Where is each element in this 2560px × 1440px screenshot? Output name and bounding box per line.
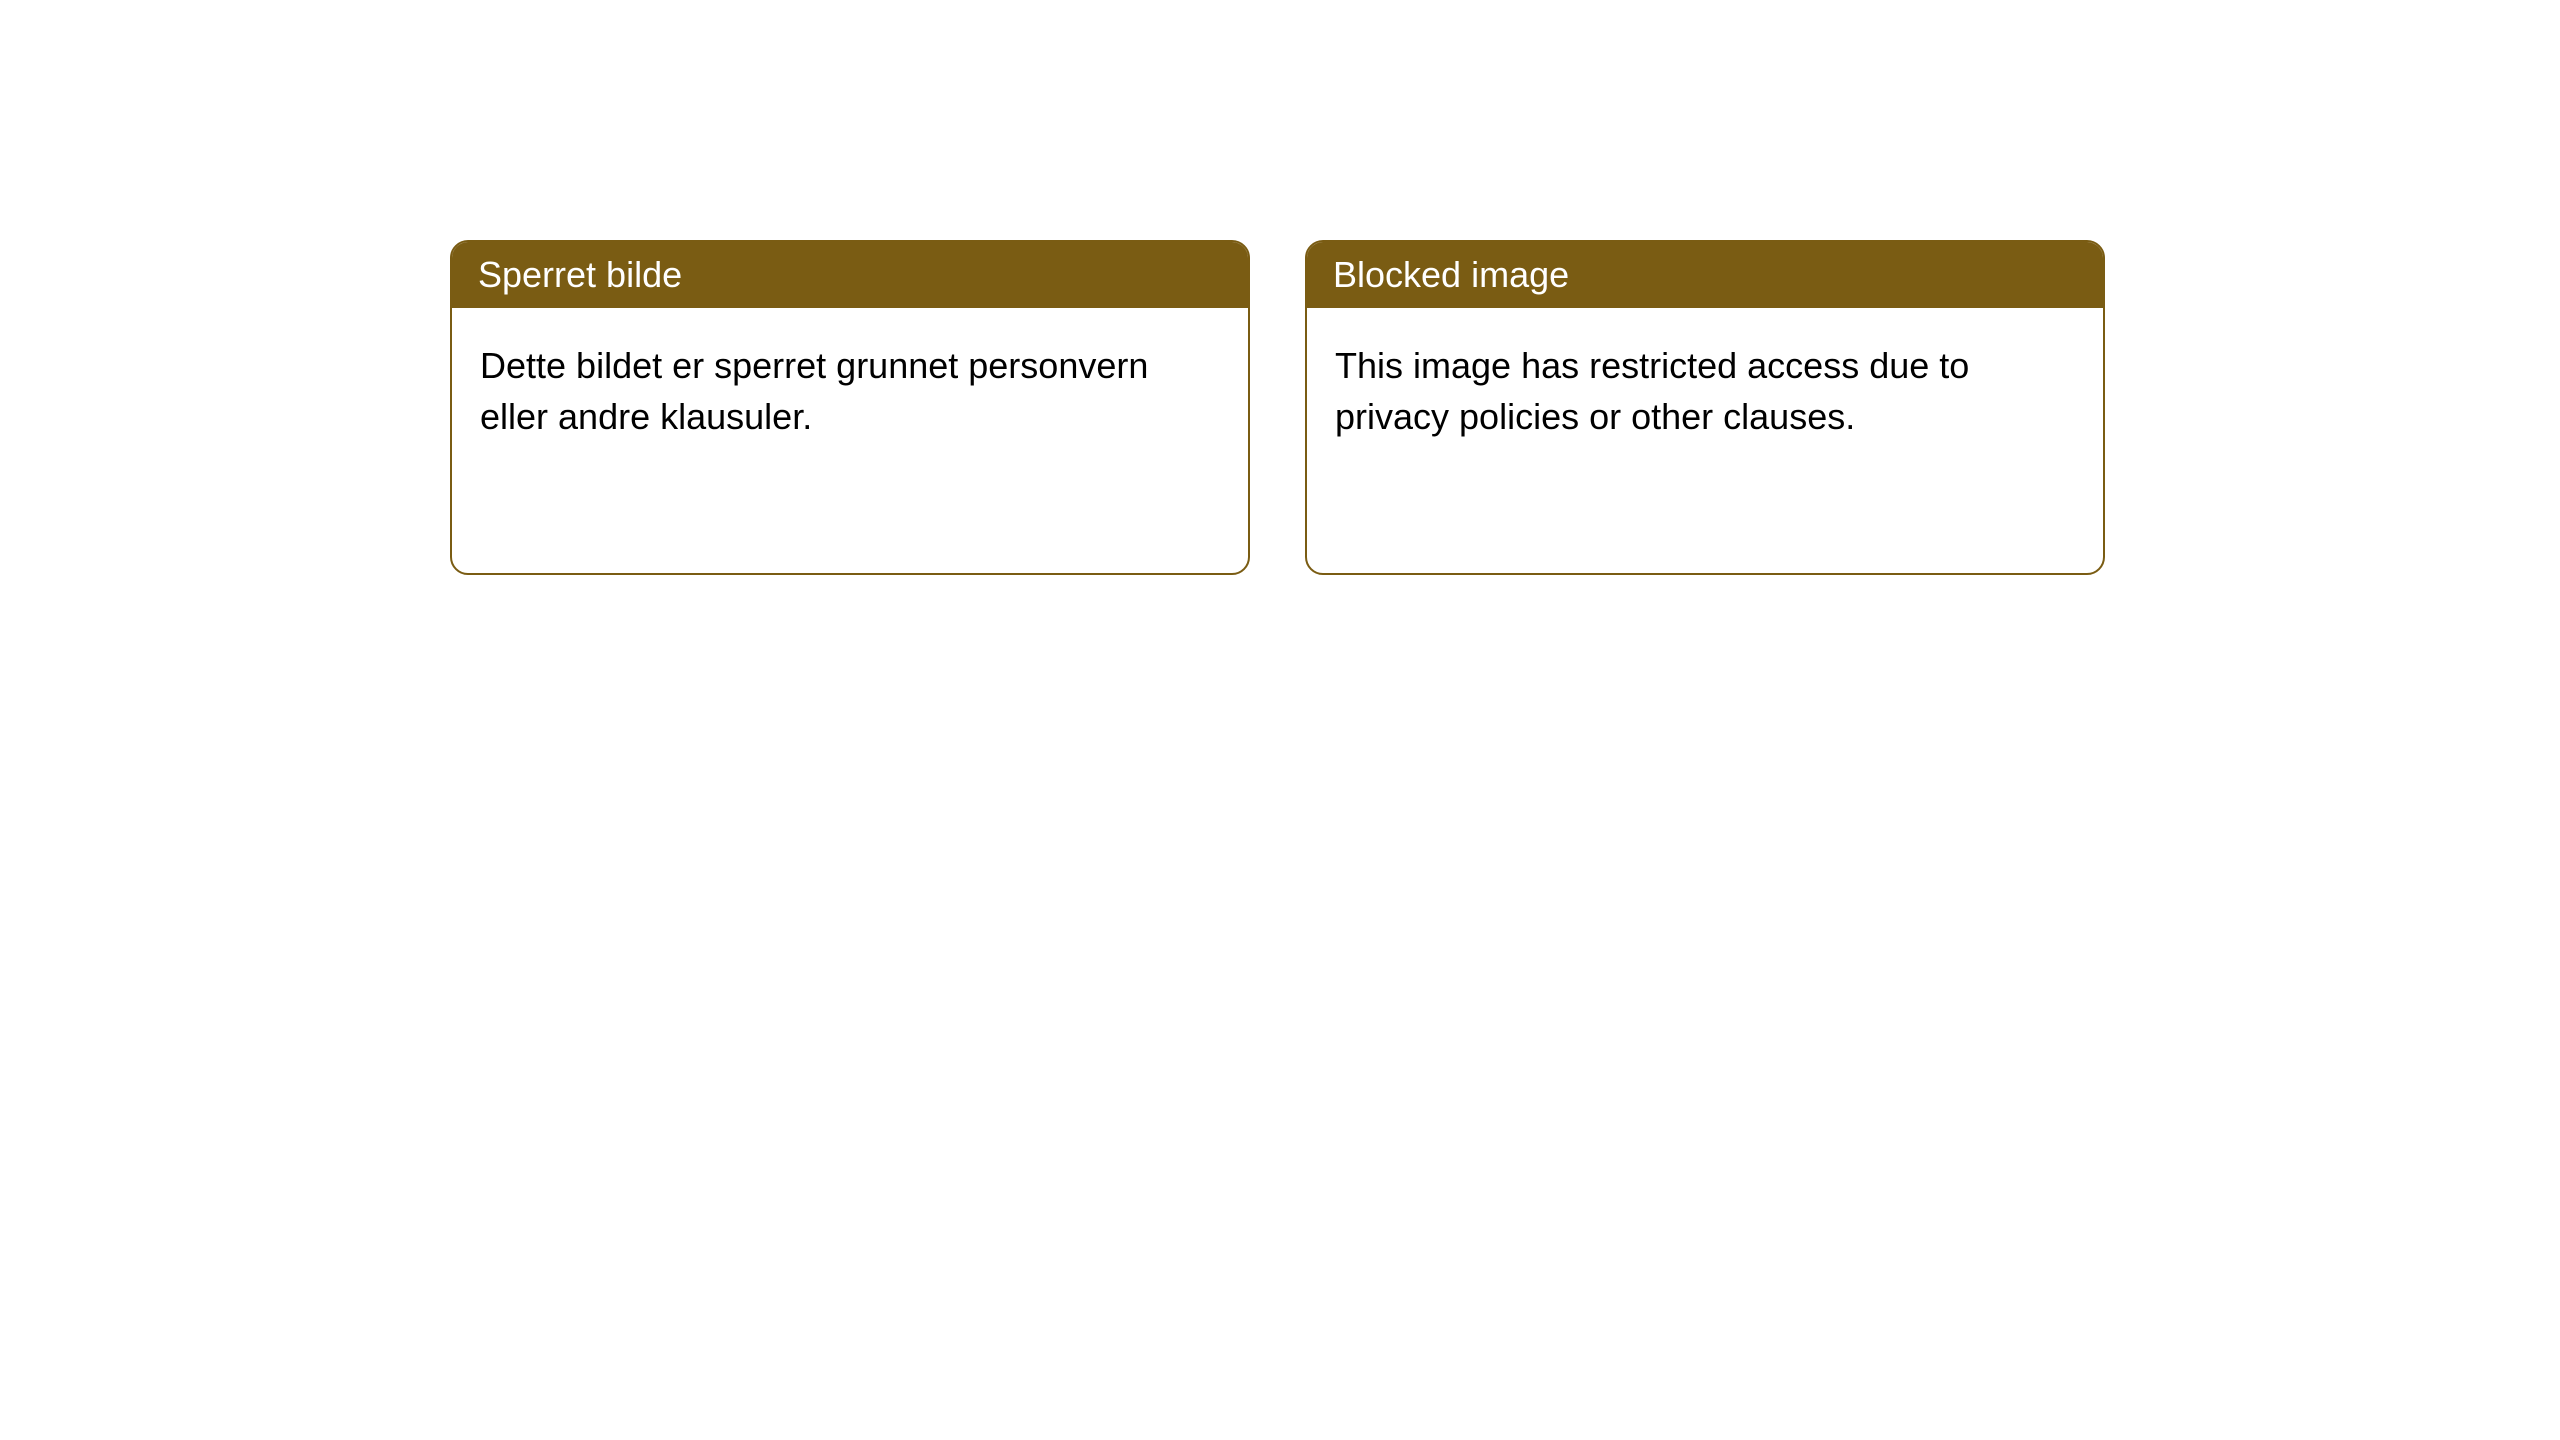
card-message: This image has restricted access due to … — [1335, 345, 1969, 437]
card-body: Dette bildet er sperret grunnet personve… — [452, 308, 1248, 474]
card-title: Blocked image — [1333, 254, 1569, 295]
blocked-image-card-en: Blocked image This image has restricted … — [1305, 240, 2105, 575]
card-title: Sperret bilde — [478, 254, 682, 295]
card-body: This image has restricted access due to … — [1307, 308, 2103, 474]
blocked-image-card-no: Sperret bilde Dette bildet er sperret gr… — [450, 240, 1250, 575]
card-header: Sperret bilde — [452, 242, 1248, 308]
card-header: Blocked image — [1307, 242, 2103, 308]
cards-container: Sperret bilde Dette bildet er sperret gr… — [450, 240, 2560, 575]
card-message: Dette bildet er sperret grunnet personve… — [480, 345, 1148, 437]
